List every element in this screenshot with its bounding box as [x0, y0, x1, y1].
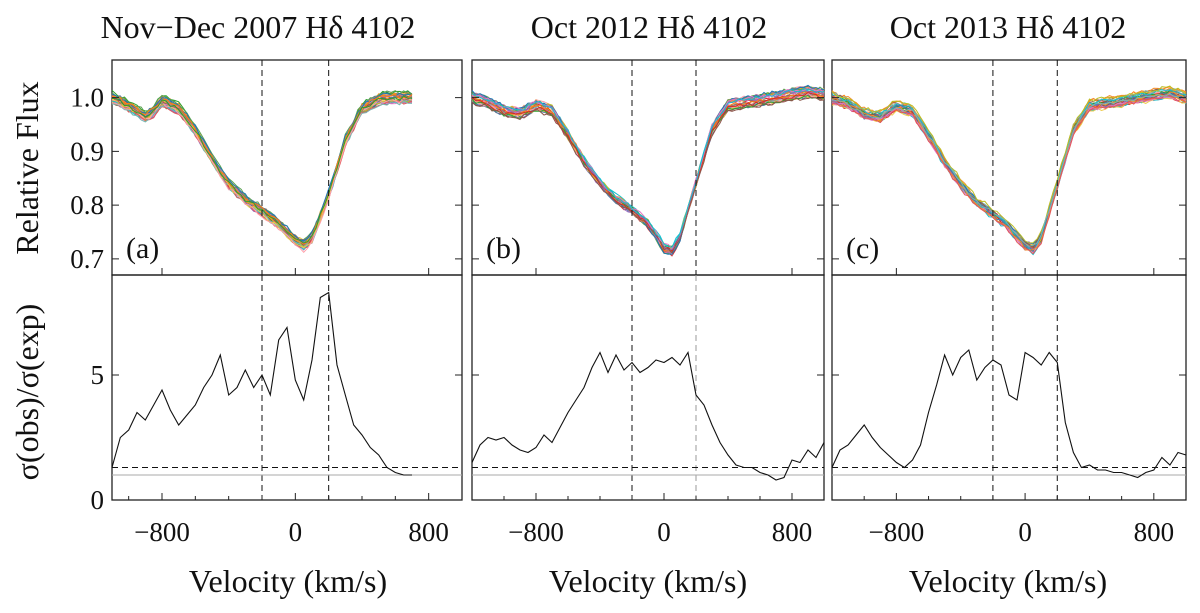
x-tick-label: 0: [657, 517, 671, 547]
panel-c-bottom-frame: [831, 274, 1187, 501]
panel-a-label: (a): [126, 232, 159, 265]
sigma-ratio-line: [831, 348, 1187, 479]
bottom-y-tick-label: 0: [91, 485, 105, 515]
sigma-ratio-line: [471, 351, 825, 481]
spectrum-line: [111, 95, 413, 244]
x-tick-label: −800: [868, 517, 924, 547]
spectrum-line: [831, 85, 1187, 244]
panel-a-title: Nov−Dec 2007 Hδ 4102: [101, 9, 416, 45]
panel-b-label: (b): [486, 232, 521, 265]
x-tick-label: −800: [508, 517, 564, 547]
panel-b-bottom-frame: [471, 274, 825, 501]
spectrum-line: [471, 92, 825, 252]
bottom-y-axis-label: σ(obs)/σ(exp): [9, 304, 45, 481]
top-y-axis-label: Relative Flux: [9, 81, 45, 254]
panel-a-x-axis-label: Velocity (km/s): [189, 563, 387, 599]
spectrum-line: [111, 95, 413, 241]
panel-a-bottom-frame: [111, 274, 463, 501]
top-y-tick-label: 0.8: [70, 190, 104, 220]
x-tick-label: 0: [1018, 517, 1032, 547]
panel-b-title: Oct 2012 Hδ 4102: [531, 9, 767, 45]
spectrum-line: [831, 93, 1187, 247]
x-tick-label: −800: [134, 517, 190, 547]
spectrum-line: [111, 93, 413, 241]
x-tick-label: 0: [289, 517, 303, 547]
spectrum-line: [471, 96, 825, 254]
top-y-tick-label: 0.7: [70, 244, 104, 274]
panel-c: −800 0 800 (c): [831, 59, 1187, 547]
sigma-ratio-line: [111, 291, 412, 476]
x-tick-label: 800: [408, 517, 449, 547]
spectrum-line: [471, 87, 825, 249]
panel-c-x-axis-label: Velocity (km/s): [909, 563, 1107, 599]
spectrum-line: [471, 92, 825, 251]
bottom-y-tick-label: 5: [91, 360, 105, 390]
x-tick-label: 800: [772, 517, 813, 547]
spectrum-line: [471, 87, 825, 248]
spectrum-line: [111, 95, 413, 243]
panel-c-title: Oct 2013 Hδ 4102: [890, 9, 1126, 45]
x-tick-label: 800: [1134, 517, 1175, 547]
top-y-tick-label: 0.9: [70, 136, 104, 166]
panel-b-x-axis-label: Velocity (km/s): [549, 563, 747, 599]
panel-a: −800 0 800 0.7 0.8 0.9 1.0 0 5 (a): [70, 59, 463, 547]
top-y-tick-label: 1.0: [70, 83, 104, 113]
panel-c-label: (c): [846, 232, 879, 265]
spectrum-line: [832, 94, 1187, 255]
panel-b: −800 0 800 (b): [471, 59, 825, 547]
